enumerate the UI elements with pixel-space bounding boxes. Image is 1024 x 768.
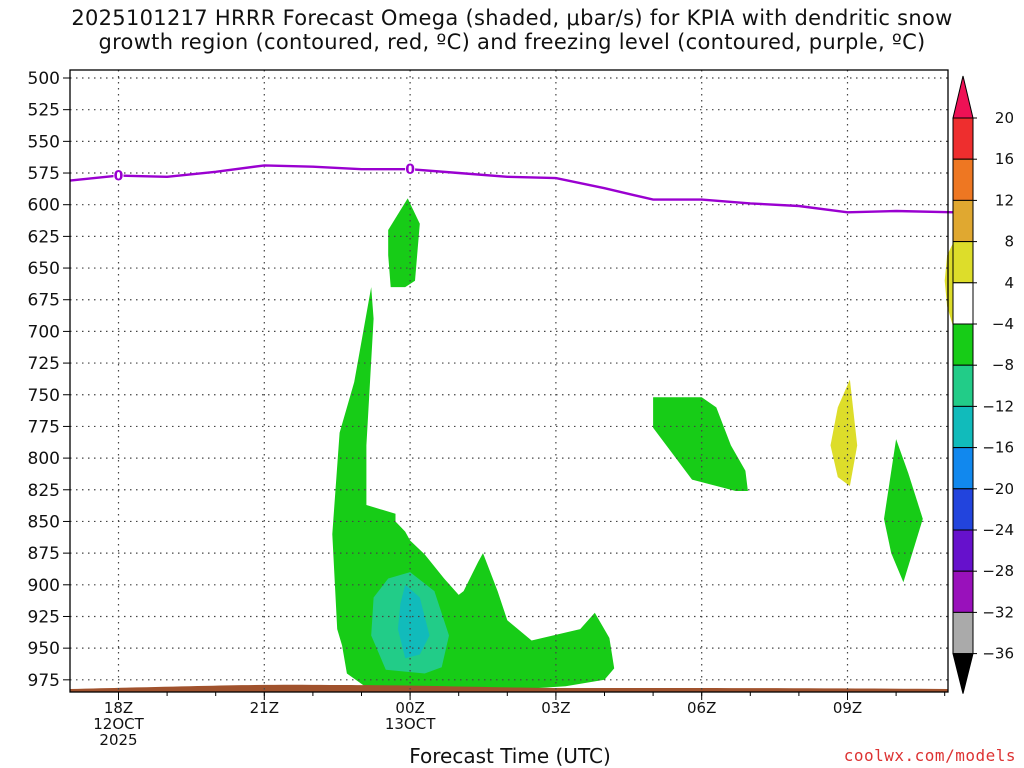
y-tick-label: 800 xyxy=(28,449,60,469)
y-tick-label: 500 xyxy=(28,69,60,89)
freezing-level-label: 0 xyxy=(114,169,124,185)
colorbar: 20 16 12 8 4 −4 −8 −12 −16 −20 −24 −28 −32 −36 xyxy=(952,75,1014,694)
terrain xyxy=(70,684,948,693)
colorbar-top-arrow xyxy=(952,75,974,119)
colorbar-label: −16 xyxy=(982,439,1014,457)
colorbar-label: 20 xyxy=(995,109,1014,127)
credit-link[interactable]: coolwx.com/models xyxy=(843,746,1016,765)
y-tick-label: 950 xyxy=(28,639,60,659)
colorbar-bottom-arrow xyxy=(952,653,974,694)
y-tick-label: 525 xyxy=(28,101,60,121)
y-tick-label: 675 xyxy=(28,291,60,311)
omega-region-3 xyxy=(884,439,923,583)
y-tick-label: 750 xyxy=(28,386,60,406)
y-tick-label: 650 xyxy=(28,259,60,279)
y-tick-label: 550 xyxy=(28,132,60,152)
omega-region-2 xyxy=(653,397,748,491)
terrain-band xyxy=(70,684,948,693)
colorbar-label: 16 xyxy=(995,150,1014,168)
x-tick-label: 00Z xyxy=(395,699,424,717)
x-tick-label: 09Z xyxy=(833,699,862,717)
y-tick-label: 925 xyxy=(28,607,60,627)
colorbar-bin xyxy=(952,158,974,201)
x-tick-label: 13OCT xyxy=(385,715,436,733)
x-tick-label: 21Z xyxy=(250,699,279,717)
y-tick-label: 975 xyxy=(28,671,60,691)
axes xyxy=(63,69,949,700)
colorbar-label: 8 xyxy=(1004,233,1014,251)
y-tick-label: 825 xyxy=(28,481,60,501)
colorbar-label: −12 xyxy=(982,397,1014,415)
x-tick-label: 18Z xyxy=(104,699,133,717)
colorbar-bin xyxy=(952,488,974,531)
omega-region-4 xyxy=(830,379,858,486)
x-tick-label: 12OCT xyxy=(93,715,144,733)
plot-frame xyxy=(69,69,949,693)
omega-region-5 xyxy=(944,240,955,332)
freezing-level-line xyxy=(69,164,955,214)
colorbar-bin xyxy=(952,241,974,284)
colorbar-bin xyxy=(952,405,974,449)
omega-region-7 xyxy=(397,584,430,659)
colorbar-label: −36 xyxy=(982,645,1014,663)
colorbar-label: −24 xyxy=(982,521,1014,539)
y-tick-label: 600 xyxy=(28,196,60,216)
colorbar-bin xyxy=(952,611,974,655)
colorbar-label: −28 xyxy=(982,562,1014,580)
x-axis-label: Forecast Time (UTC) xyxy=(409,744,611,768)
chart-title: 2025101217 HRRR Forecast Omega (shaded, … xyxy=(71,6,953,54)
y-tick-label: 625 xyxy=(28,227,60,247)
omega-region-1 xyxy=(388,198,420,288)
colorbar-bin xyxy=(952,282,974,325)
freezing-label-bg xyxy=(113,167,124,183)
colorbar-bin xyxy=(952,447,974,490)
omega-shading xyxy=(332,198,955,690)
colorbar-label: −20 xyxy=(982,480,1014,498)
colorbar-bin xyxy=(952,199,974,243)
grid-lines xyxy=(70,70,948,692)
x-tick-label: 03Z xyxy=(541,699,570,717)
y-tick-label: 875 xyxy=(28,544,60,564)
y-tick-labels: 500 525 550 575 600 625 650 675 700 725 750 775 800 8… xyxy=(28,69,60,691)
y-tick-label: 575 xyxy=(28,164,60,184)
colorbar-label: −8 xyxy=(992,356,1014,374)
y-tick-label: 900 xyxy=(28,576,60,596)
colorbar-label: 12 xyxy=(995,191,1014,209)
colorbar-label: −32 xyxy=(982,603,1014,621)
colorbar-bin xyxy=(952,364,974,407)
colorbar-bin xyxy=(952,117,974,160)
x-tick-label: 06Z xyxy=(687,699,716,717)
y-tick-label: 700 xyxy=(28,322,60,342)
colorbar-label: 4 xyxy=(1004,274,1014,292)
freezing-label-bg xyxy=(405,161,416,177)
colorbar-bin xyxy=(952,570,974,613)
colorbar-label: −4 xyxy=(992,315,1014,333)
x-tick-label: 2025 xyxy=(99,731,137,749)
colorbar-bin xyxy=(952,529,974,572)
freezing-level-label: 0 xyxy=(405,162,415,178)
y-tick-label: 725 xyxy=(28,354,60,374)
colorbar-bin xyxy=(952,323,974,366)
y-tick-label: 775 xyxy=(28,417,60,437)
y-tick-label: 850 xyxy=(28,512,60,532)
